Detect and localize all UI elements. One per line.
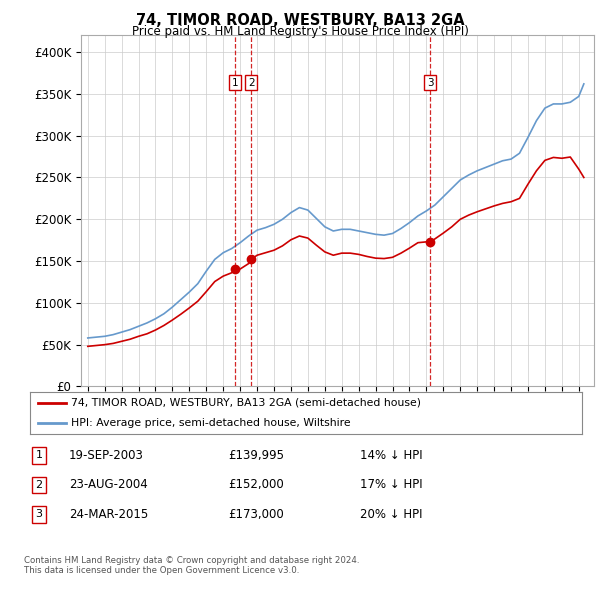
Text: 3: 3 bbox=[427, 78, 434, 88]
Text: £173,000: £173,000 bbox=[228, 508, 284, 521]
Text: 23-AUG-2004: 23-AUG-2004 bbox=[69, 478, 148, 491]
Text: Contains HM Land Registry data © Crown copyright and database right 2024.: Contains HM Land Registry data © Crown c… bbox=[24, 556, 359, 565]
Text: 2: 2 bbox=[248, 78, 254, 88]
Text: 74, TIMOR ROAD, WESTBURY, BA13 2GA: 74, TIMOR ROAD, WESTBURY, BA13 2GA bbox=[136, 13, 464, 28]
Text: 1: 1 bbox=[35, 451, 43, 460]
Text: 2: 2 bbox=[35, 480, 43, 490]
Text: HPI: Average price, semi-detached house, Wiltshire: HPI: Average price, semi-detached house,… bbox=[71, 418, 351, 428]
Text: Price paid vs. HM Land Registry's House Price Index (HPI): Price paid vs. HM Land Registry's House … bbox=[131, 25, 469, 38]
Text: 20% ↓ HPI: 20% ↓ HPI bbox=[360, 508, 422, 521]
Text: This data is licensed under the Open Government Licence v3.0.: This data is licensed under the Open Gov… bbox=[24, 566, 299, 575]
Text: £152,000: £152,000 bbox=[228, 478, 284, 491]
Text: £139,995: £139,995 bbox=[228, 449, 284, 462]
Text: 19-SEP-2003: 19-SEP-2003 bbox=[69, 449, 144, 462]
Text: 1: 1 bbox=[232, 78, 239, 88]
Text: 74, TIMOR ROAD, WESTBURY, BA13 2GA (semi-detached house): 74, TIMOR ROAD, WESTBURY, BA13 2GA (semi… bbox=[71, 398, 421, 408]
Text: 14% ↓ HPI: 14% ↓ HPI bbox=[360, 449, 422, 462]
Text: 24-MAR-2015: 24-MAR-2015 bbox=[69, 508, 148, 521]
Text: 3: 3 bbox=[35, 510, 43, 519]
Text: 17% ↓ HPI: 17% ↓ HPI bbox=[360, 478, 422, 491]
